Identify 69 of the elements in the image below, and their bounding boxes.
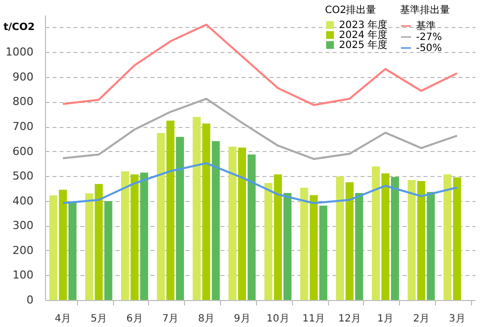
bar	[381, 173, 390, 300]
bar	[426, 192, 435, 300]
bar	[94, 184, 103, 300]
legend-label: 2025 年度	[339, 39, 388, 51]
line-series	[62, 162, 458, 204]
bar	[68, 202, 76, 300]
x-tick-label: 5月	[90, 314, 107, 324]
x-tick-label: 8月	[198, 314, 214, 324]
y-tick-label: 0	[26, 294, 34, 306]
bar	[355, 192, 364, 300]
x-tick-label: 9月	[234, 314, 250, 324]
y-tick-label: 100	[12, 268, 34, 282]
legend-title: CO2排出量	[325, 4, 376, 16]
legend-label: 2023 年度	[339, 19, 388, 31]
bar	[283, 192, 292, 300]
annotation: 基準排出量	[400, 4, 450, 16]
bar	[453, 177, 462, 300]
bar	[274, 174, 282, 300]
x-tick-label: 6月	[126, 314, 143, 324]
bar	[300, 188, 308, 300]
bar	[49, 195, 58, 300]
legend-label: 基準	[416, 20, 436, 32]
bar	[228, 146, 237, 300]
legend-label: -27%	[416, 32, 442, 43]
bar	[346, 182, 354, 300]
bar	[202, 124, 210, 300]
x-tick-label: 3月	[448, 314, 466, 324]
y-tick-label: 600	[12, 144, 34, 158]
y-tick-label: 1000	[6, 46, 34, 59]
x-tick-label: 7月	[162, 314, 179, 324]
legend-label: -50%	[416, 43, 442, 54]
bar	[192, 116, 201, 300]
x-tick-label: 1月	[377, 314, 394, 324]
bar	[130, 174, 139, 300]
bar	[319, 206, 328, 300]
x-tick-label: 10月	[266, 314, 290, 324]
bar	[264, 183, 272, 300]
x-tick-label: 12月	[338, 314, 361, 324]
bar	[166, 120, 174, 300]
y-tick-label: 800	[12, 95, 34, 108]
y-axis-title: t/CO2	[4, 22, 35, 33]
bar	[444, 174, 452, 300]
legend-label: 2024 年度	[339, 29, 388, 41]
y-tick-label: 900	[12, 70, 34, 84]
bar	[390, 176, 399, 300]
y-tick-label: 300	[12, 219, 34, 232]
y-tick-label: 700	[12, 120, 34, 134]
bar	[140, 172, 148, 300]
x-tick-label: 4月	[54, 314, 72, 324]
bar	[58, 190, 67, 300]
bar	[85, 193, 94, 300]
bar	[408, 180, 416, 300]
bar	[248, 154, 256, 300]
y-tick-label: 200	[12, 244, 34, 257]
bar	[104, 201, 112, 300]
bar	[417, 181, 426, 300]
y-tick-label: 400	[12, 194, 34, 208]
bar	[212, 141, 220, 300]
bar	[372, 166, 380, 300]
bar	[156, 132, 165, 300]
x-tick-label: 11月	[302, 314, 326, 324]
line-series	[62, 98, 458, 160]
bar	[310, 195, 318, 300]
bar	[336, 176, 344, 300]
bar	[121, 171, 130, 300]
bar	[238, 148, 246, 300]
x-tick-label: 2月	[413, 314, 430, 324]
bar	[176, 136, 184, 300]
y-tick-label: 500	[12, 170, 34, 183]
